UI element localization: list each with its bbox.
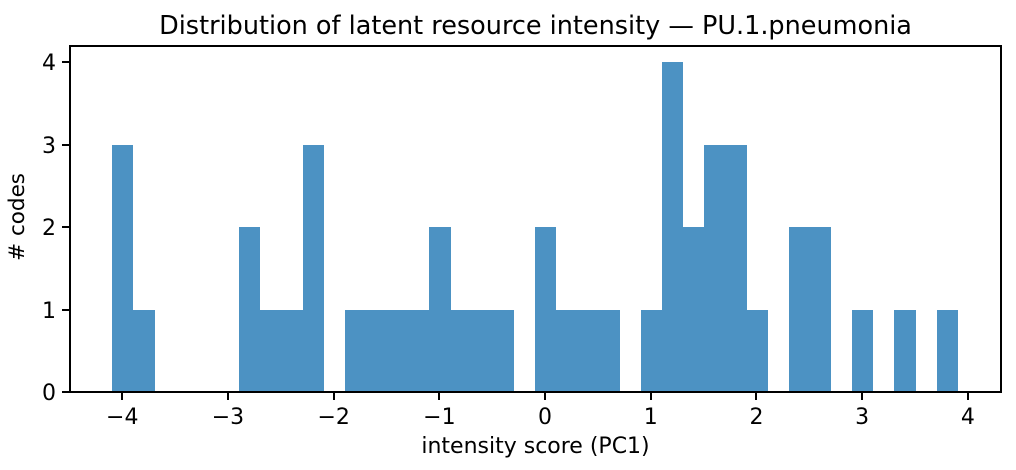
x-tick-label: −1	[423, 405, 456, 430]
x-tick-mark	[861, 393, 864, 400]
histogram-bar	[303, 144, 324, 392]
histogram-bar	[683, 227, 704, 392]
histogram-bar	[810, 227, 831, 392]
left-spine	[69, 45, 71, 393]
x-tick-mark	[438, 393, 441, 400]
y-tick-label: 0	[42, 381, 56, 406]
y-tick-mark	[62, 226, 69, 228]
right-spine	[1000, 45, 1002, 393]
y-tick-mark	[62, 61, 69, 63]
histogram-bar	[239, 227, 260, 392]
histogram-bar	[937, 309, 958, 392]
histogram-bar	[112, 144, 133, 392]
y-tick-mark	[62, 143, 69, 146]
histogram-bar	[281, 309, 303, 392]
y-axis-label: # codes	[5, 173, 30, 261]
x-tick-label: −3	[211, 405, 245, 430]
histogram-bar	[556, 309, 577, 392]
histogram-bar	[429, 227, 451, 392]
x-tick-label: 4	[960, 405, 975, 430]
histogram-bar	[535, 227, 556, 392]
histogram-bar	[366, 309, 387, 392]
histogram-bar	[577, 309, 599, 392]
x-tick-mark	[226, 393, 229, 400]
histogram-bar	[704, 144, 725, 392]
histogram-bar	[387, 309, 408, 392]
y-tick-label: 2	[42, 216, 56, 241]
histogram-bar	[789, 227, 810, 392]
histogram-bar	[493, 309, 514, 392]
x-tick-mark	[332, 393, 335, 400]
histogram-bar	[260, 309, 281, 392]
y-tick-label: 1	[42, 298, 56, 324]
y-tick-mark	[62, 391, 69, 393]
y-tick-mark	[62, 308, 69, 311]
top-spine	[69, 45, 1002, 47]
x-tick-label: −2	[317, 405, 350, 430]
x-tick-label: 2	[749, 405, 764, 430]
histogram-bar	[133, 309, 155, 392]
histogram-bar	[345, 309, 366, 392]
histogram-bar	[894, 309, 916, 392]
histogram-bar	[408, 309, 429, 392]
histogram-bar	[641, 309, 662, 392]
histogram-bar	[662, 62, 683, 392]
x-tick-label: 3	[855, 405, 870, 430]
x-axis-label: intensity score (PC1)	[421, 434, 650, 459]
x-tick-mark	[544, 393, 547, 400]
histogram-bar	[451, 309, 472, 392]
chart-title: Distribution of latent resource intensit…	[159, 11, 912, 41]
x-tick-mark	[121, 393, 124, 400]
y-tick-label: 4	[42, 51, 56, 76]
histogram-bar	[747, 309, 768, 392]
x-tick-label: −4	[106, 405, 139, 430]
histogram-bar	[472, 309, 493, 392]
histogram-bar	[599, 309, 620, 392]
x-tick-mark	[966, 393, 969, 400]
bottom-spine	[69, 391, 1002, 393]
x-tick-label: 0	[538, 405, 553, 430]
y-tick-label: 3	[42, 133, 56, 159]
x-tick-label: 1	[643, 405, 658, 430]
x-tick-mark	[649, 393, 652, 400]
x-tick-mark	[755, 393, 758, 400]
histogram-bar	[725, 144, 747, 392]
histogram-bar	[852, 309, 873, 392]
